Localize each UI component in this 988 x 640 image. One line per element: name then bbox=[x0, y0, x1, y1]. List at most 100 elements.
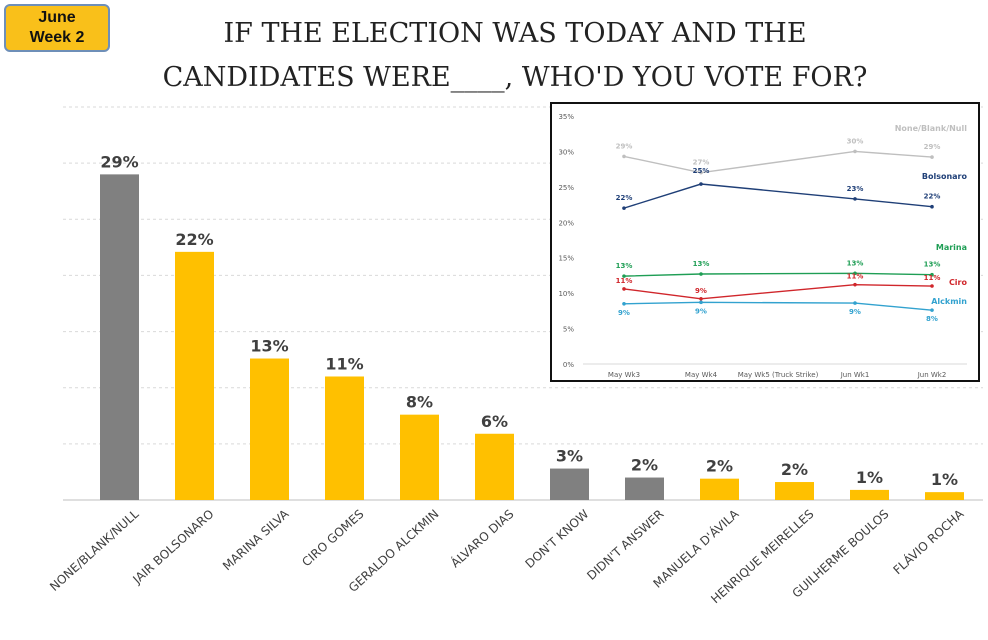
x-tick-label: CIRO GOMES bbox=[299, 507, 366, 569]
data-label: 13% bbox=[924, 261, 941, 269]
data-label: 11% bbox=[924, 274, 941, 282]
data-label: 22% bbox=[616, 194, 633, 202]
data-label: 22% bbox=[924, 193, 941, 201]
data-point bbox=[930, 204, 934, 209]
data-point bbox=[853, 301, 857, 305]
data-label: 30% bbox=[847, 137, 864, 145]
data-label: 13% bbox=[616, 262, 633, 270]
bar-value-label: 11% bbox=[325, 354, 363, 373]
chart-title-line-1: IF THE ELECTION WAS TODAY AND THE bbox=[223, 18, 807, 49]
series-line bbox=[623, 150, 933, 174]
bar-value-label: 2% bbox=[631, 456, 658, 475]
bar-value-label: 1% bbox=[856, 468, 883, 487]
badge-week: Week 2 bbox=[29, 29, 85, 46]
data-point bbox=[699, 182, 703, 186]
x-tick-label: DIDN'T ANSWER bbox=[584, 507, 666, 583]
inset-x-tick-label: May Wk3 bbox=[608, 371, 640, 379]
data-point bbox=[622, 154, 626, 159]
data-label: 29% bbox=[616, 142, 633, 150]
data-point bbox=[622, 287, 626, 291]
data-label: 23% bbox=[847, 185, 864, 193]
bar-value-label: 3% bbox=[556, 447, 583, 466]
data-label: 13% bbox=[847, 259, 864, 267]
x-tick-label: NONE/BLANK/NULL bbox=[47, 507, 142, 594]
series-line bbox=[623, 283, 933, 300]
inset-y-tick-label: 15% bbox=[558, 255, 574, 263]
data-label: 13% bbox=[693, 260, 710, 268]
data-point bbox=[853, 271, 857, 276]
week-badge: June Week 2 bbox=[4, 4, 110, 52]
trend-inset: 0% 5% 10% 15% 20% 25% 30% 35% May Wk3 May Wk4 May … bbox=[550, 102, 980, 382]
bar bbox=[925, 492, 964, 500]
data-point bbox=[853, 282, 857, 287]
bar-value-label: 22% bbox=[175, 230, 213, 249]
bar bbox=[400, 414, 439, 500]
bar bbox=[850, 489, 889, 500]
data-label: 29% bbox=[924, 143, 941, 151]
bar bbox=[100, 174, 139, 500]
data-point bbox=[699, 300, 703, 305]
data-point bbox=[853, 149, 857, 154]
chart-title-line-2: CANDIDATES WERE____, WHO'D YOU VOTE FOR? bbox=[162, 62, 868, 93]
data-label: 11% bbox=[616, 277, 633, 285]
data-point bbox=[853, 197, 857, 201]
series-line bbox=[623, 272, 933, 277]
x-tick-label: DON'T KNOW bbox=[522, 507, 591, 571]
bar-value-label: 8% bbox=[406, 393, 433, 412]
bar bbox=[550, 468, 589, 500]
data-label: 9% bbox=[618, 309, 630, 317]
bar-value-label: 13% bbox=[250, 337, 288, 356]
bar bbox=[325, 376, 364, 500]
bar bbox=[250, 358, 289, 500]
data-point bbox=[622, 301, 626, 306]
bar bbox=[475, 433, 514, 500]
data-label: 27% bbox=[693, 159, 710, 167]
inset-y-tick-label: 0% bbox=[563, 361, 574, 369]
data-point bbox=[930, 155, 934, 159]
data-point bbox=[699, 272, 703, 276]
series-name-label: Alckmin bbox=[931, 297, 967, 306]
inset-y-tick-label: 25% bbox=[558, 184, 574, 192]
x-tick-label: JAIR BOLSONARO bbox=[130, 507, 217, 587]
data-point bbox=[930, 308, 934, 312]
bar-value-label: 6% bbox=[481, 412, 508, 431]
series-name-label: Ciro bbox=[949, 278, 968, 287]
data-label: 9% bbox=[695, 307, 707, 315]
data-label: 8% bbox=[926, 315, 938, 323]
inset-y-tick-label: 5% bbox=[563, 326, 574, 334]
data-point bbox=[699, 297, 703, 301]
bar bbox=[625, 477, 664, 500]
series-line bbox=[623, 301, 933, 311]
badge-month: June bbox=[38, 9, 76, 26]
data-point bbox=[930, 272, 934, 277]
series-name-label: None/Blank/Null bbox=[895, 124, 968, 133]
inset-x-tick-label: Jun Wk2 bbox=[917, 371, 947, 379]
data-point bbox=[622, 206, 626, 210]
data-point bbox=[930, 284, 934, 288]
x-tick-label: MARINA SILVA bbox=[220, 506, 292, 573]
bar bbox=[700, 478, 739, 500]
data-label: 11% bbox=[847, 273, 864, 281]
inset-x-tick-label: Jun Wk1 bbox=[840, 371, 870, 379]
inset-y-tick-label: 10% bbox=[558, 290, 574, 298]
inset-y-tick-label: 35% bbox=[558, 113, 574, 121]
x-tick-label: ÁLVARO DIAS bbox=[447, 506, 516, 570]
bar-value-label: 29% bbox=[100, 152, 138, 171]
inset-x-tick-label: May Wk4 bbox=[685, 371, 718, 379]
data-label: 25% bbox=[693, 167, 710, 175]
inset-y-tick-label: 20% bbox=[558, 219, 574, 227]
bar bbox=[175, 251, 214, 500]
inset-x-tick-label: May Wk5 (Truck Strike) bbox=[738, 371, 819, 379]
data-point bbox=[699, 170, 703, 175]
series-line bbox=[623, 183, 933, 209]
bar-value-label: 2% bbox=[706, 457, 733, 476]
trend-line-chart: 0% 5% 10% 15% 20% 25% 30% 35% May Wk3 May Wk4 May … bbox=[558, 113, 968, 379]
bar-value-label: 1% bbox=[931, 470, 958, 489]
inset-y-tick-label: 30% bbox=[558, 148, 574, 156]
x-tick-label: FLÁVIO ROCHA bbox=[890, 506, 967, 578]
bar bbox=[775, 482, 814, 500]
data-label: 9% bbox=[695, 287, 707, 295]
data-point bbox=[622, 274, 626, 278]
data-label: 9% bbox=[849, 308, 861, 316]
